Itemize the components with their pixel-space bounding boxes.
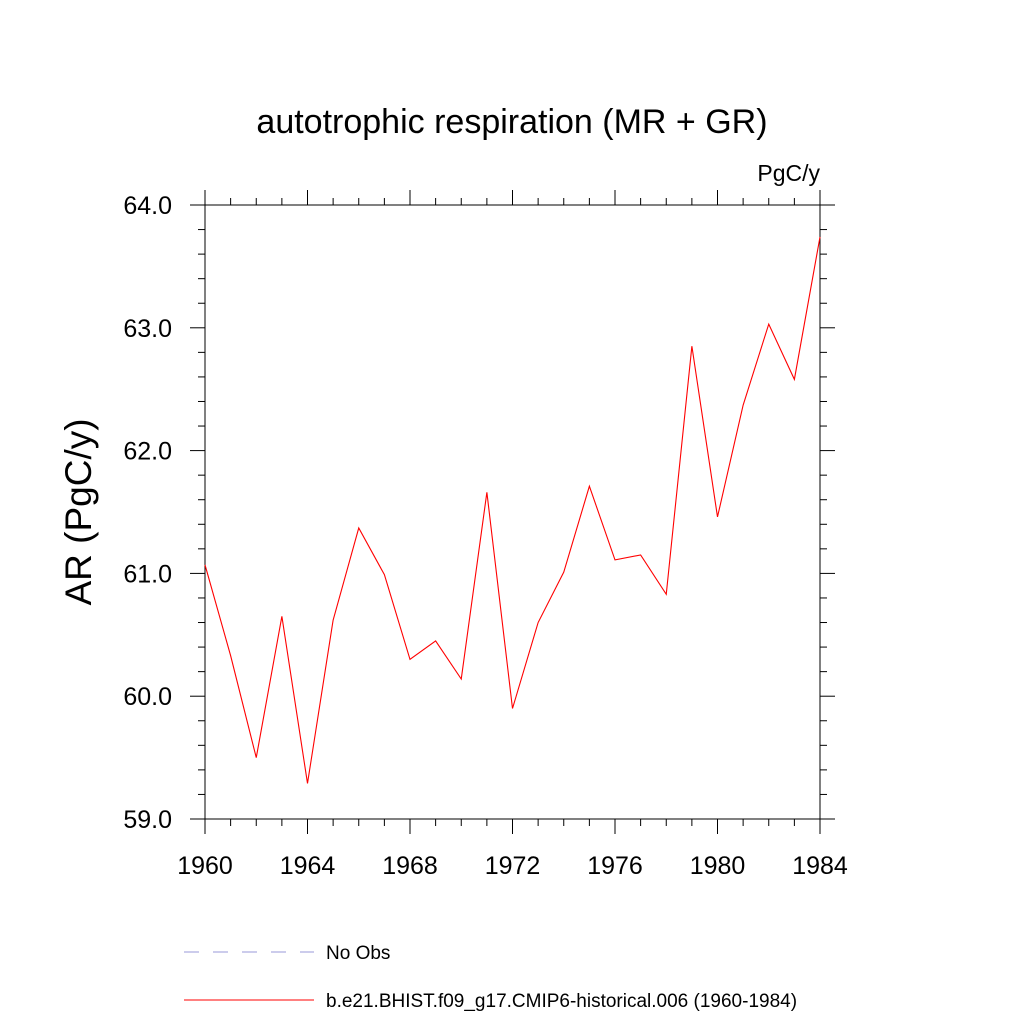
y-tick-label: 60.0 [123, 683, 172, 711]
units-label: PgC/y [757, 160, 820, 186]
y-tick-label: 61.0 [123, 560, 172, 588]
series-layer [204, 236, 821, 784]
y-tick-label: 62.0 [123, 438, 172, 466]
series-line [204, 236, 821, 784]
x-tick-label: 1972 [485, 852, 541, 880]
y-tick-label: 63.0 [123, 315, 172, 343]
legend-label: No Obs [326, 943, 390, 964]
y-axis-label: AR (PgC/y) [58, 418, 99, 605]
x-tick-label: 1976 [587, 852, 643, 880]
legend-label: b.e21.BHIST.f09_g17.CMIP6-historical.006… [326, 991, 797, 1012]
y-tick-label: 59.0 [123, 806, 172, 834]
x-tick-label: 1968 [382, 852, 438, 880]
x-axis-ticks: 1960 1964 1968 1972 1976 1980 1984 [177, 190, 848, 880]
y-tick-label: 64.0 [123, 192, 172, 220]
x-tick-label: 1984 [792, 852, 848, 880]
x-tick-label: 1964 [280, 852, 336, 880]
x-tick-label: 1960 [177, 852, 233, 880]
legend: No Obs b.e21.BHIST.f09_g17.CMIP6-historic… [184, 943, 797, 1012]
y-axis-ticks: 59.0 60.0 61.0 62.0 63.0 64.0 [123, 192, 835, 834]
plot-frame [204, 204, 821, 820]
chart-title: autotrophic respiration (MR + GR) [256, 103, 767, 141]
x-tick-label: 1980 [690, 852, 746, 880]
